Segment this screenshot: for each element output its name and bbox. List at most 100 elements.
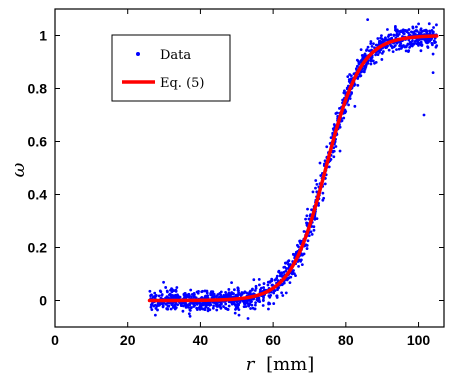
data-point (387, 48, 391, 52)
data-point (290, 272, 294, 276)
data-point (251, 306, 255, 310)
data-point (407, 42, 411, 46)
data-point (272, 302, 276, 305)
data-point (357, 61, 361, 65)
data-point (370, 44, 374, 48)
data-point (200, 290, 204, 294)
data-point (353, 104, 357, 108)
data-point (249, 307, 252, 310)
data-point (332, 149, 336, 153)
data-point (432, 26, 435, 29)
data-point (374, 53, 377, 57)
data-point (153, 291, 157, 295)
data-point (302, 252, 306, 256)
data-point (427, 22, 431, 26)
data-point (355, 58, 359, 62)
data-point (389, 33, 393, 37)
axis-tick-labels: 0 20 40 60 80 100 0 0.2 0.4 0.6 0.8 1 (28, 28, 431, 349)
x-tick-label: 0 (51, 332, 59, 348)
data-point (211, 306, 215, 310)
data-point (302, 230, 306, 233)
data-point (183, 294, 187, 298)
y-axis-label: ω (8, 162, 29, 177)
data-point-outlier (366, 18, 370, 21)
data-point (257, 296, 261, 300)
data-point (206, 306, 210, 310)
data-point (363, 67, 367, 70)
y-tick-label: 0.2 (28, 240, 48, 256)
data-point (246, 317, 250, 320)
data-point (261, 304, 265, 307)
data-point (270, 279, 273, 283)
data-point (376, 37, 380, 40)
data-point (348, 94, 352, 98)
data-point (229, 292, 233, 296)
data-point (204, 304, 208, 308)
data-point (254, 284, 258, 288)
data-point (238, 301, 242, 304)
data-point (415, 29, 419, 33)
data-point (297, 264, 300, 268)
data-point (227, 291, 231, 295)
data-point (342, 116, 346, 120)
data-point (233, 311, 237, 315)
data-point (173, 307, 177, 311)
data-point (365, 49, 368, 52)
data-point-outlier (431, 52, 435, 56)
data-point (369, 40, 373, 43)
data-point (281, 294, 285, 297)
data-point (294, 250, 298, 254)
data-point (173, 303, 177, 307)
data-point (348, 73, 352, 76)
data-point (306, 239, 310, 243)
data-point (292, 269, 295, 272)
data-point (378, 50, 382, 54)
data-point (153, 313, 157, 317)
data-point (212, 292, 216, 296)
data-point (364, 63, 368, 67)
data-point (310, 232, 314, 236)
data-point (334, 145, 338, 148)
data-point (296, 243, 299, 247)
data-point (162, 301, 166, 305)
data-point (315, 217, 319, 221)
data-point (292, 253, 295, 256)
data-point (272, 291, 276, 295)
data-point (417, 22, 420, 26)
data-point (156, 304, 160, 307)
data-point (188, 309, 192, 312)
data-point (300, 263, 304, 267)
data-point (411, 25, 415, 29)
data-point (417, 42, 421, 45)
data-point (188, 314, 192, 318)
data-point (380, 58, 384, 61)
data-point (151, 295, 155, 299)
data-point (172, 294, 176, 298)
data-point (192, 295, 196, 299)
data-point (421, 29, 424, 33)
data-point (372, 42, 375, 46)
data-point (417, 31, 421, 34)
data-point (229, 300, 232, 304)
data-point (420, 43, 424, 47)
data-point (344, 110, 348, 113)
data-point (237, 291, 241, 295)
data-point (285, 267, 289, 271)
data-point (237, 308, 241, 312)
data-point (169, 307, 173, 311)
data-point (393, 28, 397, 32)
data-point (236, 286, 240, 290)
data-point (183, 302, 187, 305)
data-point (262, 282, 266, 285)
data-point (306, 221, 309, 225)
data-point (206, 303, 210, 307)
data-point (248, 291, 252, 295)
data-point (165, 296, 169, 299)
data-point (356, 83, 360, 87)
data-point (189, 306, 193, 310)
data-point (280, 291, 284, 295)
x-tick-label: 20 (120, 332, 136, 348)
data-point-outlier (431, 71, 435, 74)
data-point (266, 280, 270, 284)
data-point (232, 292, 235, 296)
